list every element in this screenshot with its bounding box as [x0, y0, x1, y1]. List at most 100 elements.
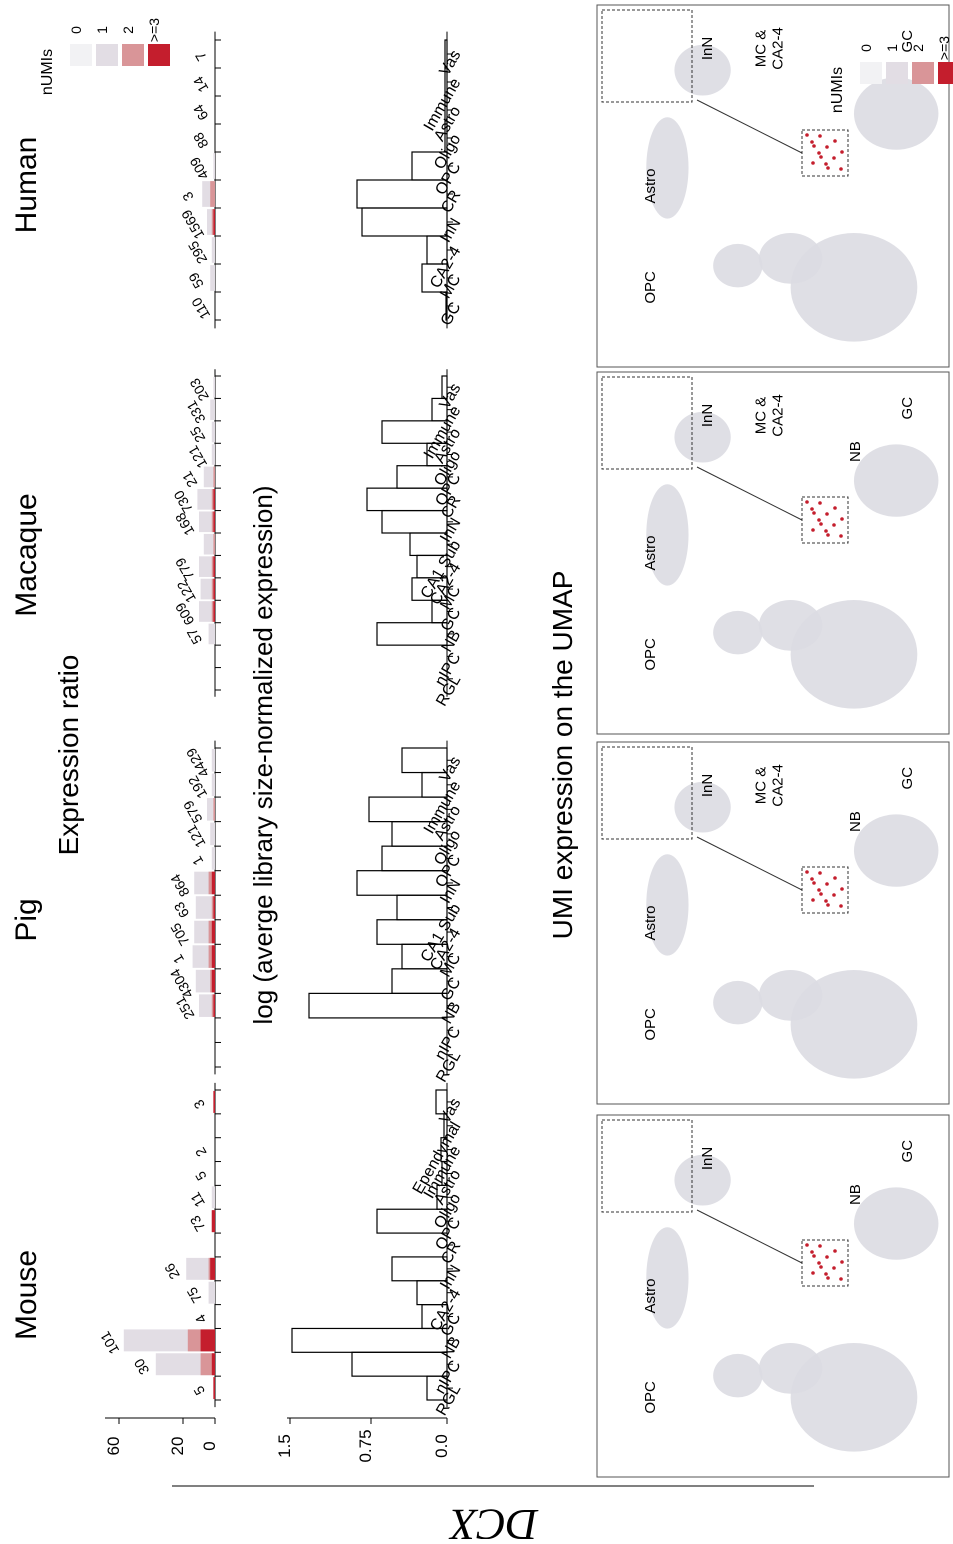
umap-dot — [833, 1249, 837, 1253]
ratio-bar-level1 — [195, 896, 215, 919]
ratio-count-label: 409 — [186, 154, 212, 182]
section-title-expr: log (averge library size-normalized expr… — [248, 486, 278, 1025]
expr-category-label: InN — [437, 216, 464, 246]
umap-label: Astro — [642, 168, 659, 203]
ratio-bar-level3 — [213, 601, 215, 622]
ratio-bar-level3 — [213, 209, 215, 235]
expr-category-label: Vas — [437, 381, 465, 412]
umap-dot — [819, 892, 823, 896]
ratio-bar-level1 — [213, 153, 215, 179]
umap-label: OPC — [642, 271, 659, 304]
umap-dot — [840, 887, 844, 891]
expr-bar — [351, 1351, 448, 1377]
ratio-bar-level1 — [208, 1281, 215, 1304]
umap-dot — [832, 523, 836, 527]
ratio-bar-level2 — [210, 181, 215, 207]
umap-label: MC & CA2-4 — [752, 27, 786, 70]
legend-level-label: 2 — [120, 26, 136, 34]
ratio-count-label: 101 — [97, 1329, 123, 1357]
umap-arrow — [696, 99, 803, 154]
umap-dot — [840, 1260, 844, 1264]
umap-cluster — [713, 980, 763, 1025]
umap-dot — [826, 903, 830, 907]
umap-dot — [818, 501, 822, 505]
umap-dot — [819, 522, 823, 526]
umap-label: GC — [899, 767, 916, 790]
umap-label: OPC — [642, 1008, 659, 1041]
expr-category-label: Vas — [437, 754, 465, 785]
ratio-count-label: 203 — [186, 375, 212, 403]
ratio-count-label: 331 — [183, 398, 209, 426]
umap-label: GC — [899, 397, 916, 420]
ratio-bar-level3 — [211, 969, 215, 993]
ratio-count-label: 579 — [180, 798, 206, 826]
umap-dot — [832, 893, 836, 897]
legend-swatch — [938, 62, 953, 84]
umap-cluster — [790, 970, 918, 1079]
ratio-count-label: 88 — [190, 130, 212, 152]
ratio-bar-level3 — [213, 556, 215, 577]
umap-cluster — [758, 1343, 823, 1394]
umap-cluster — [758, 233, 823, 284]
ratio-count-label: 75 — [183, 1284, 205, 1306]
legend-level-label: >=3 — [936, 36, 952, 60]
umap-label: NB — [847, 811, 864, 832]
legend-swatch — [96, 44, 118, 66]
umap-dot — [811, 528, 815, 532]
legend-swatch — [912, 62, 934, 84]
umap-dot — [810, 877, 814, 881]
legend-swatch — [860, 62, 882, 84]
ratio-bar-level1 — [208, 623, 215, 645]
ratio-ytick-label: 20 — [168, 1437, 187, 1456]
expr-bar — [361, 207, 448, 237]
umap-inset — [601, 376, 693, 470]
expr-bar — [444, 39, 448, 69]
umap-panel-human: OPC Astro InN MC & CA2-4 GC — [596, 4, 950, 368]
ratio-count-label: 121 — [183, 822, 209, 850]
ratio-bar-level1 — [210, 265, 215, 291]
ratio-count-label: 864 — [167, 871, 193, 899]
ratio-bar-level3 — [213, 578, 215, 600]
umap-dot — [826, 1276, 830, 1280]
expr-category-label: Vas — [437, 48, 465, 79]
umap-dot — [818, 134, 822, 138]
expr-bar — [431, 397, 448, 422]
expr-ytick-label: 1.5 — [275, 1434, 294, 1458]
umap-label: OPC — [642, 1381, 659, 1414]
ratio-bar-level1 — [199, 556, 215, 577]
umap-cluster — [646, 484, 689, 586]
umap-label: MC & CA2-4 — [752, 394, 786, 437]
ratio-bar-level1 — [199, 511, 215, 533]
ratio-bar-level1 — [211, 421, 215, 443]
legend-top: nUMIs 0 1 2 >=3 — [39, 18, 170, 95]
umap-dot — [839, 1277, 843, 1281]
expr-bar — [435, 1089, 448, 1115]
umap-label-line: MC & — [752, 397, 769, 435]
umap-dot — [825, 512, 829, 516]
umap-cluster — [646, 117, 689, 219]
umap-dot — [810, 507, 814, 511]
umap-label: InN — [699, 774, 716, 797]
umap-dot — [824, 529, 828, 533]
ratio-bar-level2 — [213, 466, 215, 488]
ratio-count-label: 63 — [171, 899, 193, 921]
ratio-count-label: 11 — [187, 1189, 208, 1210]
ratio-count-label: 21 — [179, 469, 201, 491]
umap-dot — [833, 876, 837, 880]
umap-label-line: CA2-4 — [769, 27, 786, 70]
umap-label: InN — [699, 404, 716, 427]
umap-dot — [810, 1250, 814, 1254]
umap-cluster — [853, 77, 939, 150]
umap-dot — [812, 881, 816, 885]
ratio-count-label: 3 — [190, 1097, 208, 1112]
expr-bar — [411, 151, 448, 181]
umap-inset — [601, 746, 693, 840]
species-title-human: Human — [10, 137, 43, 234]
species-title-pig: Pig — [10, 898, 43, 941]
legend-level-label: 1 — [94, 26, 110, 34]
ratio-bar-level2 — [213, 798, 215, 821]
